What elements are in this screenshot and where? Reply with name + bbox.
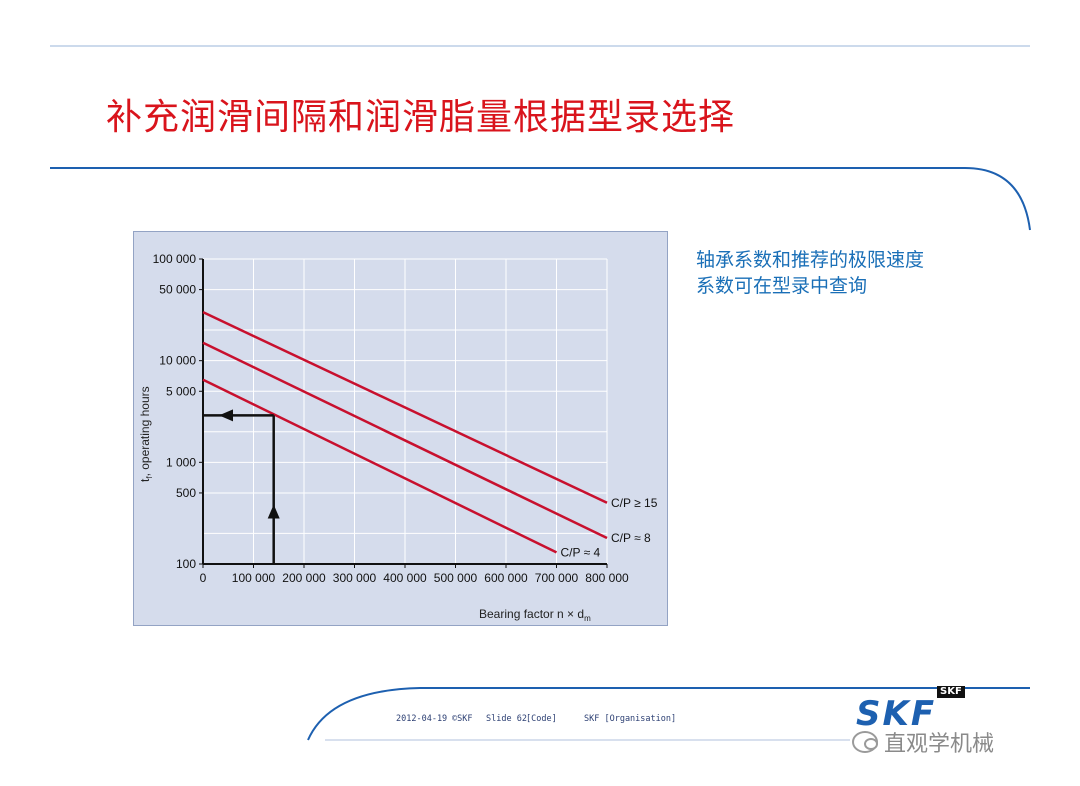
skf-logo: SKF <box>856 694 937 734</box>
x-tick-label: 0 <box>200 571 207 585</box>
x-tick-label: 500 000 <box>434 571 478 585</box>
footer-date: 2012-04-19 <box>396 714 448 724</box>
x-tick-label: 700 000 <box>535 571 579 585</box>
footer-swoosh <box>307 687 1030 741</box>
footer-organisation: SKF [Organisation] <box>584 714 677 724</box>
y-axis-label: tf, operating hours <box>138 386 154 482</box>
x-tick-label: 800 000 <box>585 571 629 585</box>
series-line-3 <box>202 378 558 554</box>
x-tick-label: 100 000 <box>232 571 276 585</box>
side-note-line-1: 轴承系数和推荐的极限速度 <box>696 249 925 271</box>
series-label-3: C/P ≈ 4 <box>561 545 601 559</box>
series-line-1 <box>202 311 608 504</box>
x-tick-label: 400 000 <box>383 571 427 585</box>
left-arrow-icon <box>219 409 233 422</box>
side-note-line-2: 系数可在型录中查询 <box>696 275 868 297</box>
watermark-text: 直观学机械 <box>884 732 995 757</box>
chart-canvas: 100 500 1 000 5 000 10 000 50 000 100 000 0 100 … <box>138 252 658 623</box>
series-label-2: C/P ≈ 8 <box>611 531 651 545</box>
x-tick-label: 600 000 <box>484 571 528 585</box>
y-tick-label: 50 000 <box>159 283 196 297</box>
y-tick-label: 500 <box>176 486 196 500</box>
series-line-2 <box>202 341 608 540</box>
y-tick-label: 100 000 <box>153 252 197 266</box>
footer-code: [Code] <box>526 714 557 724</box>
x-tick-label: 300 000 <box>333 571 377 585</box>
footer-slide-number: Slide 62 <box>486 714 527 724</box>
relubrication-chart: 100 500 1 000 5 000 10 000 50 000 100 000 0 100 … <box>133 231 668 626</box>
slide-title: 补充润滑间隔和润滑脂量根据型录选择 <box>106 97 736 138</box>
y-tick-label: 10 000 <box>159 354 196 368</box>
side-note: 轴承系数和推荐的极限速度 系数可在型录中查询 <box>696 247 924 299</box>
y-tick-label: 5 000 <box>166 384 196 398</box>
watermark: 直观学机械 <box>852 726 994 758</box>
skf-small-logo: SKF <box>937 686 965 698</box>
footer-copyright: ©SKF <box>452 714 473 724</box>
series-label-1: C/P ≥ 15 <box>611 496 658 510</box>
wechat-icon <box>852 731 878 753</box>
up-arrow-icon <box>267 504 280 519</box>
header-swoosh <box>50 167 1031 231</box>
x-tick-label: 200 000 <box>282 571 326 585</box>
y-tick-label: 100 <box>176 557 196 571</box>
x-axis-label: Bearing factor n × dm <box>479 607 591 623</box>
y-tick-label: 1 000 <box>166 455 196 469</box>
